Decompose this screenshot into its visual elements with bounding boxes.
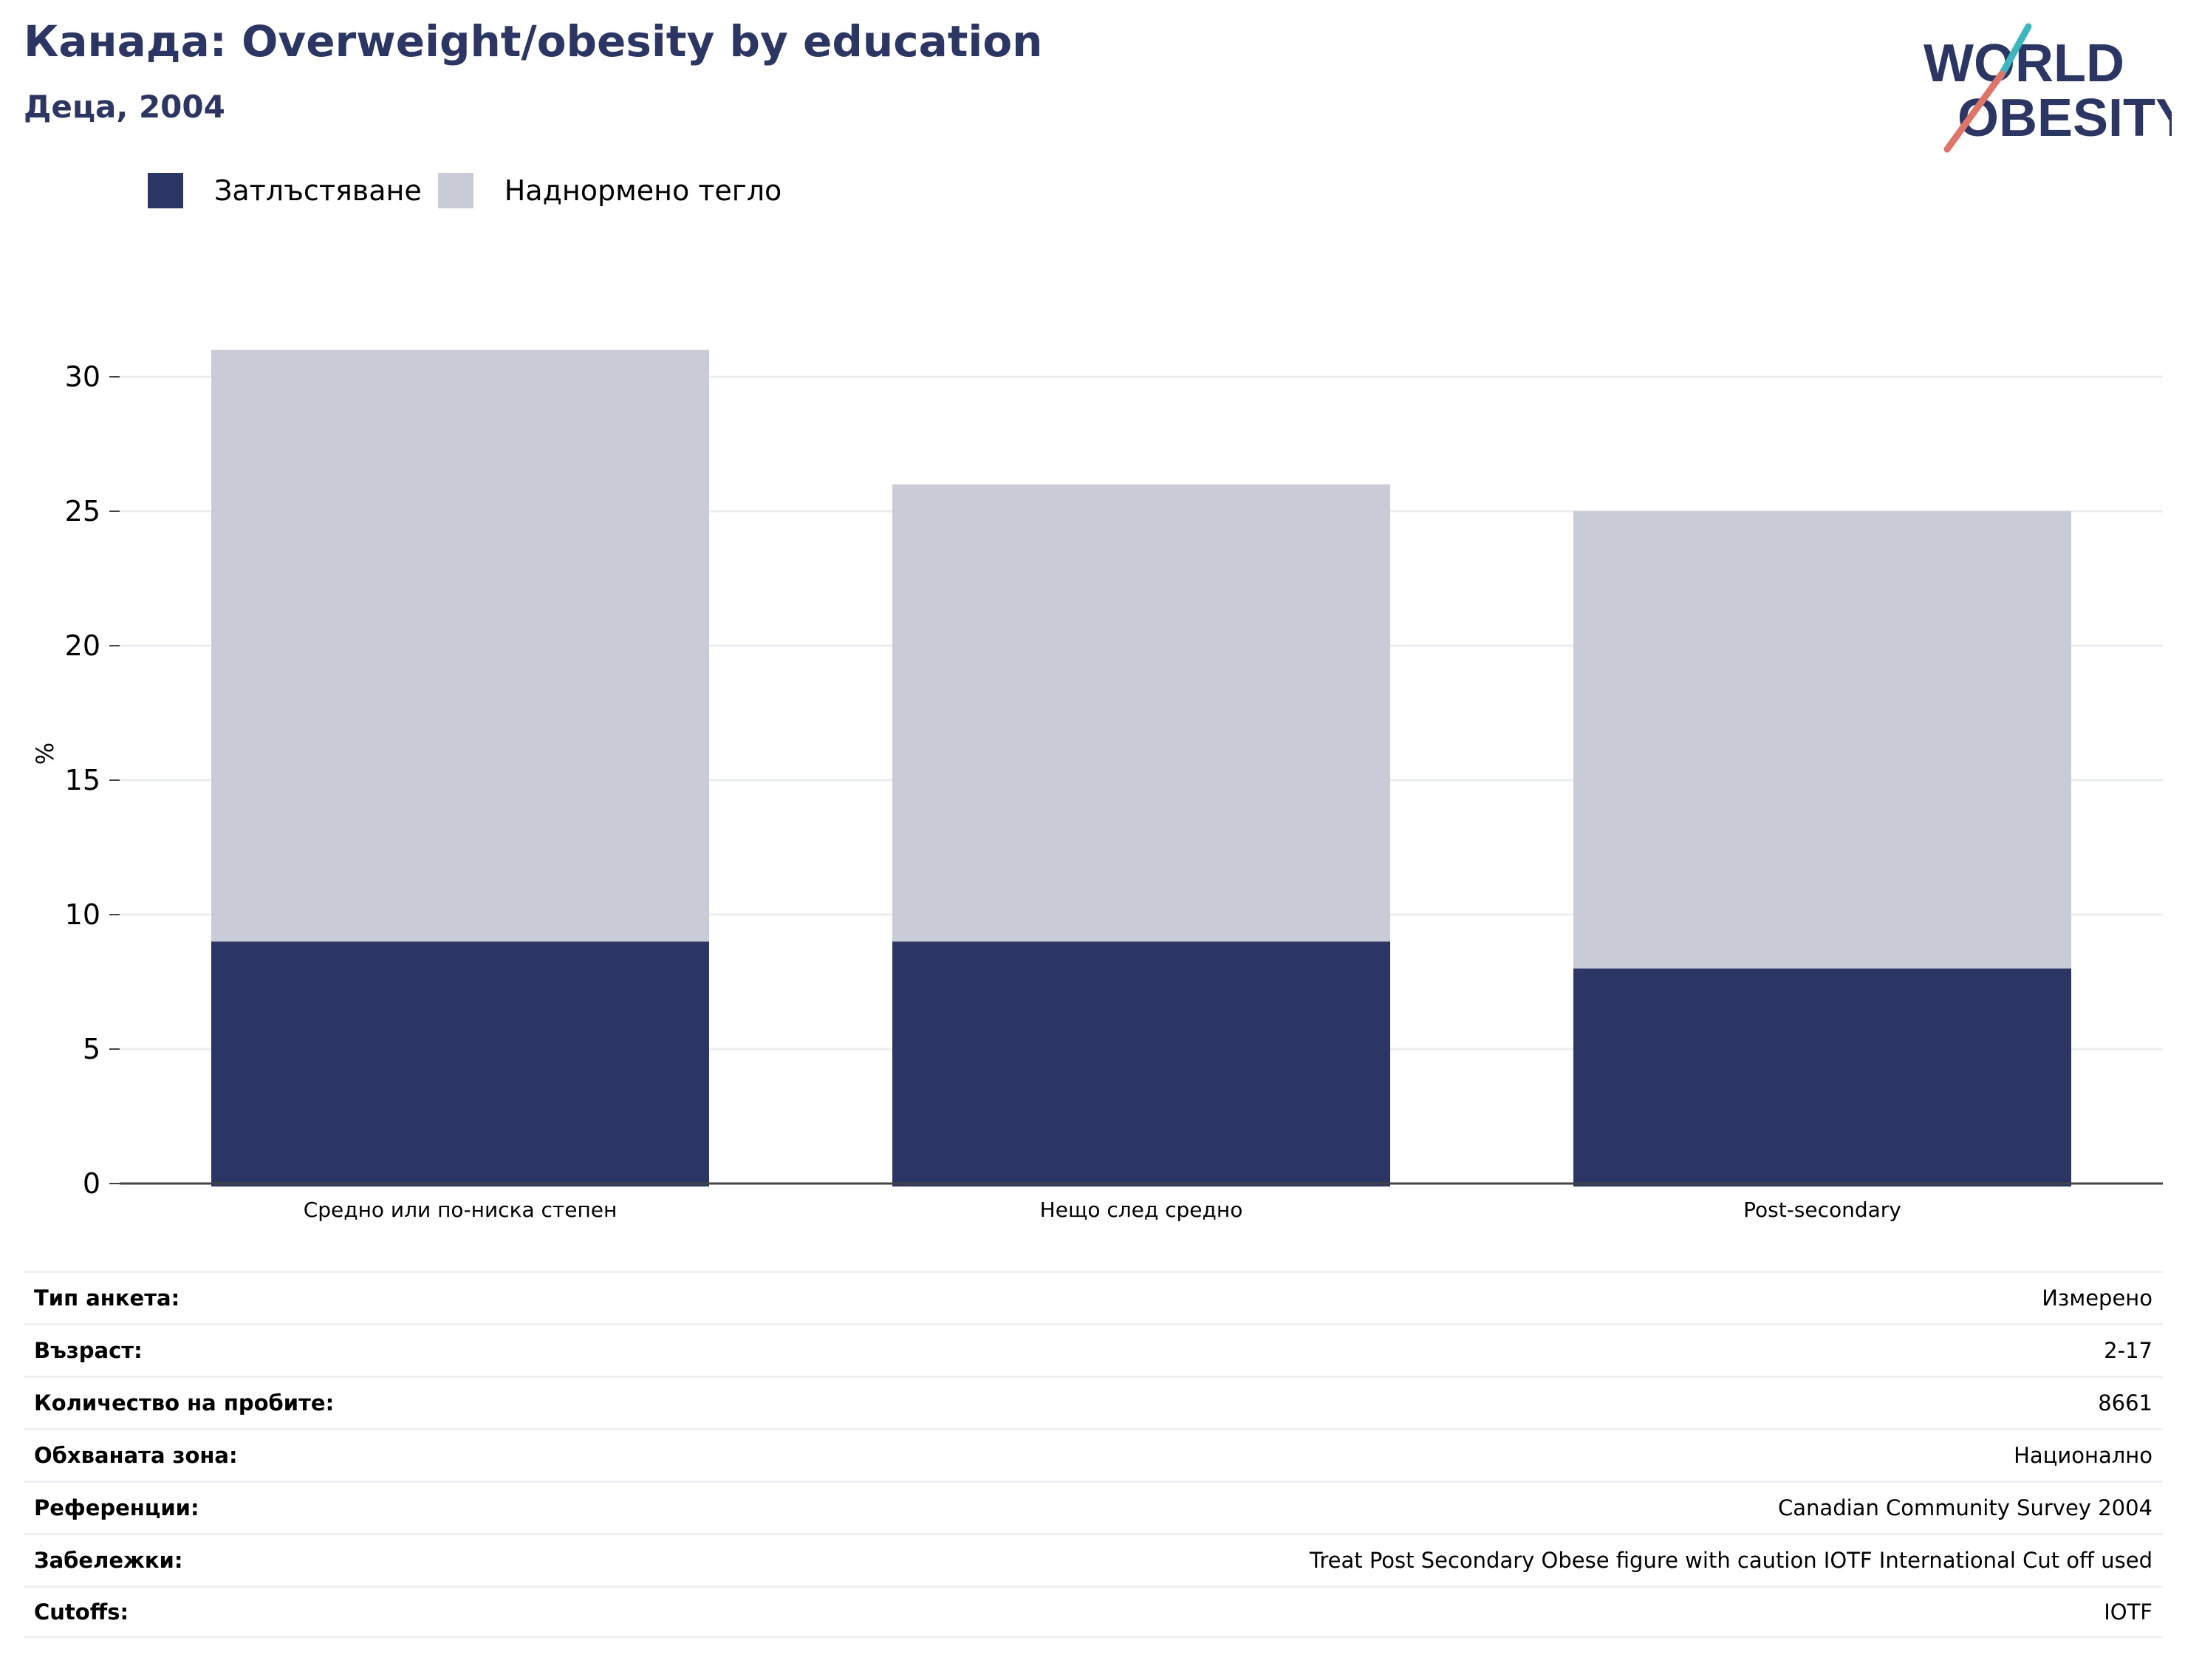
x-tick-label: Средно или по-ниска степен — [304, 1198, 618, 1222]
y-tick-label: 0 — [83, 1167, 100, 1200]
y-axis-label: % — [31, 742, 59, 765]
bar-overweight — [211, 349, 709, 942]
metadata-label: Възраст: — [34, 1338, 143, 1363]
logo-line2: OBESITY — [1957, 89, 2172, 148]
metadata-value: Treat Post Secondary Obese figure with c… — [1309, 1548, 2152, 1573]
y-tick-label: 25 — [65, 495, 100, 527]
legend-swatch-obesity — [148, 173, 183, 208]
bar-chart: 0 5 10 15 20 25 30% Средно или по-ниска степен Н… — [31, 349, 2163, 1222]
metadata-row: Референции: Canadian Community Survey 200… — [24, 1481, 2163, 1533]
metadata-value: Canadian Community Survey 2004 — [1778, 1495, 2152, 1520]
bar-obesity — [1573, 968, 2071, 1186]
metadata-label: Референции: — [34, 1495, 199, 1520]
metadata-row: Cutoffs: IOTF — [24, 1585, 2163, 1638]
metadata-row: Количество на пробите: 8661 — [24, 1376, 2163, 1428]
y-tick-label: 15 — [65, 764, 100, 796]
bar-overweight — [892, 484, 1390, 942]
metadata-value: IOTF — [2104, 1599, 2152, 1625]
metadata-label: Тип анкета: — [34, 1285, 180, 1311]
bar-obesity — [892, 941, 1390, 1186]
x-tick-label: Post-secondary — [1743, 1198, 1901, 1222]
metadata-row: Забележки: Treat Post Secondary Obese fig… — [24, 1533, 2163, 1585]
chart-subtitle: Деца, 2004 — [24, 89, 225, 125]
x-tick-label: Нещо след средно — [1040, 1198, 1243, 1222]
metadata-value: Национално — [2014, 1443, 2152, 1468]
y-tick-label: 20 — [65, 629, 100, 662]
metadata-row: Обхваната зона: Национално — [24, 1428, 2163, 1481]
logo-line1: WORLD — [1924, 34, 2124, 93]
world-obesity-logo: WORLD OBESITY — [1924, 23, 2172, 153]
legend-label-obesity: Затлъстяване — [214, 174, 422, 207]
metadata-value: Измерено — [2042, 1285, 2152, 1311]
y-tick-label: 30 — [65, 361, 100, 393]
metadata-value: 8661 — [2098, 1390, 2152, 1416]
legend-item-obesity: Затлъстяване — [148, 173, 422, 208]
metadata-label: Обхваната зона: — [34, 1443, 238, 1468]
metadata-row: Тип анкета: Измерено — [24, 1271, 2163, 1323]
bar-obesity — [211, 941, 709, 1186]
metadata-label: Забележки: — [34, 1548, 183, 1573]
metadata-table: Тип анкета: Измерено Възраст: 2-17 Количес… — [24, 1271, 2163, 1638]
legend-item-overweight: Наднормено тегло — [437, 173, 782, 208]
metadata-row: Възраст: 2-17 — [24, 1323, 2163, 1376]
bar-overweight — [1573, 511, 2071, 969]
metadata-label: Cutoffs: — [34, 1599, 129, 1625]
y-tick-label: 10 — [65, 898, 100, 931]
chart-title: Канада: Overweight/obesity by education — [24, 16, 1043, 66]
chart-legend: Затлъстяване Наднормено тегло — [148, 168, 798, 213]
legend-swatch-overweight — [437, 173, 473, 208]
y-tick-label: 5 — [83, 1033, 100, 1065]
metadata-value: 2-17 — [2104, 1338, 2152, 1363]
legend-label-overweight: Наднормено тегло — [504, 174, 782, 207]
metadata-label: Количество на пробите: — [34, 1390, 335, 1416]
